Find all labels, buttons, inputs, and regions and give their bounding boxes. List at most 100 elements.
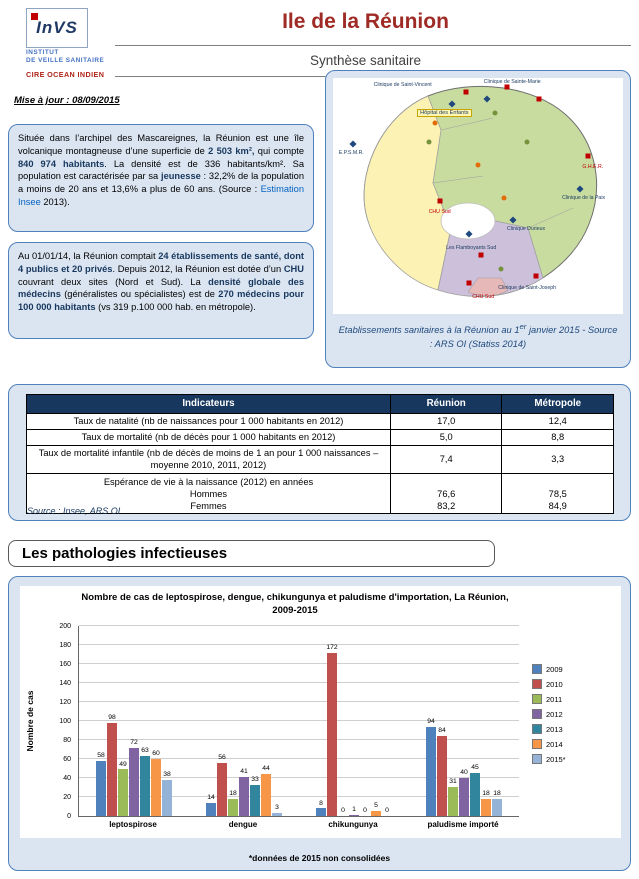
bar-group: 94 84 31 40 45 18 18 <box>409 626 519 816</box>
facility-marker-circle <box>475 162 481 168</box>
chart-xlabels: leptospirose dengue chikungunya paludisme i… <box>78 820 518 829</box>
y-tick-label: 80 <box>63 736 71 744</box>
bar-2010-dengue: 56 <box>217 754 227 816</box>
legend-label: 2009 <box>546 664 563 674</box>
bar <box>492 798 502 816</box>
y-tick-label: 0 <box>67 812 71 820</box>
bar <box>481 798 491 816</box>
section-title-pathologies: Les pathologies infectieuses <box>22 545 228 562</box>
bar-2014-chikungunya: 5 <box>371 803 381 816</box>
bar-2009-leptospirose: 58 <box>96 752 106 816</box>
update-date: Mise à jour : 08/09/2015 <box>14 95 120 106</box>
indicator-value: 7,4 <box>389 444 503 475</box>
facility-marker-circle <box>501 195 507 201</box>
bar <box>349 815 359 816</box>
gridline <box>79 739 519 740</box>
facility-label: Clinique de Saint-Vincent <box>373 81 432 88</box>
bar-value-label: 8 <box>319 799 323 807</box>
facility-marker-circle <box>498 266 504 272</box>
bar-value-label: 44 <box>262 765 270 773</box>
bar-group: 58 98 49 72 63 60 38 <box>79 626 189 816</box>
bar <box>239 777 249 816</box>
legend-label: 2012 <box>546 709 563 719</box>
bar <box>250 784 260 816</box>
invs-logo: InVS <box>26 8 88 48</box>
bar <box>448 786 458 816</box>
gridline <box>79 777 519 778</box>
bar-2015-leptospirose: 38 <box>162 771 172 816</box>
bar-2014-dengue: 44 <box>261 766 271 816</box>
legend-label: 2010 <box>546 679 563 689</box>
facility-marker-circle <box>426 139 432 145</box>
facility-label: CHU Sud <box>428 209 451 216</box>
facility-label: Hôpital des Enfants <box>417 108 472 117</box>
bar-2013-paludisme-importé: 45 <box>470 765 480 816</box>
indicator-label: Espérance de vie à la naissance (2012) e… <box>26 473 391 515</box>
category-label: leptospirose <box>109 820 157 829</box>
facility-label: Clinique de Saint-Joseph <box>498 284 556 291</box>
legend-entry: 2009 <box>532 664 566 674</box>
gridline <box>79 796 519 797</box>
indicator-label: Taux de mortalité infantile (nb de décès… <box>26 444 391 475</box>
epidemic-chart-box: Nombre de cas de leptospirose, dengue, c… <box>8 576 631 871</box>
epidemic-chart: Nombre de cas de leptospirose, dengue, c… <box>20 586 621 838</box>
facility-label: E.P.S.M.R. <box>338 150 364 157</box>
bar <box>316 808 326 816</box>
facility-marker-square <box>478 252 484 258</box>
chart-gridlines <box>79 625 519 816</box>
page-title: Ile de la Réunion <box>282 10 449 33</box>
bar-2015-dengue: 3 <box>272 805 282 816</box>
table-header-reunion: Réunion <box>389 394 503 414</box>
legend-swatch <box>532 709 542 719</box>
intro-box-geography: Située dans l’archipel des Mascareignes,… <box>8 124 314 232</box>
legend-entry: 2011 <box>532 694 566 704</box>
bar <box>140 756 150 816</box>
map-box: Clinique de Saint-Vincent Clinique de Sai… <box>325 70 631 368</box>
bar-value-label: 18 <box>493 790 501 798</box>
facility-marker-square <box>466 280 472 286</box>
bar-value-label: 172 <box>326 643 338 651</box>
facility-marker-square <box>504 84 510 90</box>
bar-value-label: 94 <box>427 717 435 725</box>
indicator-value: 17,0 <box>389 412 503 430</box>
bar-value-label: 40 <box>460 769 468 777</box>
legend-swatch <box>532 739 542 749</box>
bar-value-label: 18 <box>229 790 237 798</box>
bar-2009-paludisme-importé: 94 <box>426 717 436 816</box>
gridline <box>79 644 519 645</box>
institute-name-line2: DE VEILLE SANITAIRE <box>26 57 105 64</box>
indicator-value: 5,0 <box>389 428 503 446</box>
bar-value-label: 0 <box>385 807 389 815</box>
title-divider <box>115 45 631 46</box>
bar <box>217 762 227 816</box>
chart-legend: 2009 2010 2011 2012 2013 2014 2015* <box>532 664 566 769</box>
facility-label: Clinique de la Paix <box>562 195 606 201</box>
bar-value-label: 18 <box>482 790 490 798</box>
bar-2010-paludisme-importé: 84 <box>437 728 447 816</box>
category-label: dengue <box>228 820 258 829</box>
bar <box>228 798 238 816</box>
reunion-island-map <box>363 85 598 297</box>
bar-value-label: 0 <box>341 807 345 815</box>
y-tick-label: 200 <box>59 622 71 630</box>
bar <box>371 811 381 816</box>
institute-name-line1: INSTITUT <box>26 49 59 56</box>
facility-marker-square <box>533 273 539 279</box>
facility-marker-square <box>437 198 443 204</box>
bar-value-label: 5 <box>374 802 378 810</box>
bar <box>96 760 106 816</box>
page-subtitle: Synthèse sanitaire <box>309 53 422 68</box>
bar-2012-paludisme-importé: 40 <box>459 769 469 816</box>
legend-label: 2011 <box>546 694 563 704</box>
facility-marker-square <box>536 96 542 102</box>
bar-value-label: 49 <box>119 760 127 768</box>
bar <box>206 802 216 816</box>
legend-swatch <box>532 694 542 704</box>
facility-label: Clinique de Sainte-Marie <box>483 79 541 86</box>
bar-value-label: 45 <box>471 764 479 772</box>
bar-2014-leptospirose: 60 <box>151 750 161 816</box>
chart-title-line1: Nombre de cas de leptospirose, dengue, c… <box>81 592 509 603</box>
bar-2012-chikungunya: 1 <box>349 806 359 816</box>
legend-swatch <box>532 724 542 734</box>
